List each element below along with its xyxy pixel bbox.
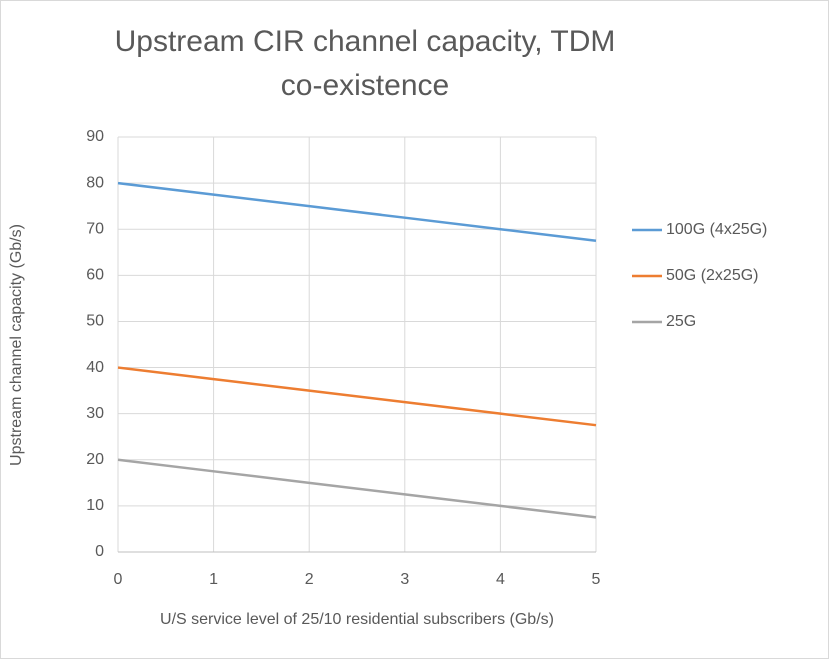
x-tick-label: 2 — [305, 571, 314, 588]
y-tick-label: 80 — [86, 174, 104, 191]
series-line — [117, 181, 597, 242]
y-tick-label: 70 — [86, 220, 104, 237]
y-tick-label: 30 — [86, 405, 104, 422]
legend-label: 50G (2x25G) — [666, 267, 758, 284]
x-tick-label: 0 — [114, 571, 123, 588]
legend-label: 100G (4x25G) — [666, 221, 767, 238]
y-tick-label: 60 — [86, 267, 104, 284]
x-tick-label: 4 — [496, 571, 505, 588]
series-line — [117, 458, 597, 519]
y-tick-label: 10 — [86, 497, 104, 514]
x-axis-label: U/S service level of 25/10 residential s… — [160, 611, 554, 628]
y-tick-label: 90 — [86, 128, 104, 145]
y-axis-label: Upstream channel capacity (Gb/s) — [8, 224, 25, 466]
y-tick-label: 20 — [86, 451, 104, 468]
series-line — [117, 366, 597, 427]
x-tick-label: 3 — [400, 571, 409, 588]
y-tick-label: 0 — [95, 543, 104, 560]
y-tick-label: 40 — [86, 359, 104, 376]
chart-title: Upstream CIR channel capacity, TDM co-ex… — [114, 25, 616, 102]
legend-label: 25G — [666, 313, 696, 330]
x-tick-label: 1 — [209, 571, 218, 588]
x-tick-label: 5 — [592, 571, 601, 588]
y-tick-label: 50 — [86, 313, 104, 330]
